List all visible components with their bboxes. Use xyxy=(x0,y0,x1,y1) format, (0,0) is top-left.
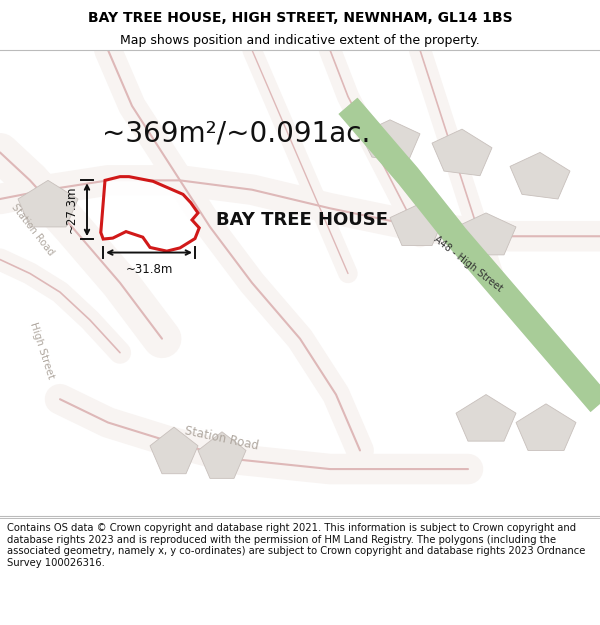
Text: Contains OS data © Crown copyright and database right 2021. This information is : Contains OS data © Crown copyright and d… xyxy=(7,523,586,568)
Polygon shape xyxy=(150,427,198,474)
Polygon shape xyxy=(390,204,444,246)
Text: BAY TREE HOUSE: BAY TREE HOUSE xyxy=(216,211,388,229)
Polygon shape xyxy=(101,177,199,251)
Text: ~369m²/~0.091ac.: ~369m²/~0.091ac. xyxy=(102,120,370,148)
Polygon shape xyxy=(516,404,576,451)
Polygon shape xyxy=(198,432,246,478)
Polygon shape xyxy=(18,181,78,227)
Text: Station Road: Station Road xyxy=(184,424,260,453)
Text: ~27.3m: ~27.3m xyxy=(65,186,78,234)
Text: A48 - High Street: A48 - High Street xyxy=(432,234,504,294)
Text: BAY TREE HOUSE, HIGH STREET, NEWNHAM, GL14 1BS: BAY TREE HOUSE, HIGH STREET, NEWNHAM, GL… xyxy=(88,11,512,25)
Text: Station Road: Station Road xyxy=(10,202,56,257)
Text: ~31.8m: ~31.8m xyxy=(125,262,173,276)
Polygon shape xyxy=(456,213,516,255)
Polygon shape xyxy=(456,394,516,441)
Polygon shape xyxy=(510,152,570,199)
Text: High Street: High Street xyxy=(28,321,56,380)
Text: Map shows position and indicative extent of the property.: Map shows position and indicative extent… xyxy=(120,34,480,47)
Polygon shape xyxy=(360,120,420,162)
Polygon shape xyxy=(432,129,492,176)
